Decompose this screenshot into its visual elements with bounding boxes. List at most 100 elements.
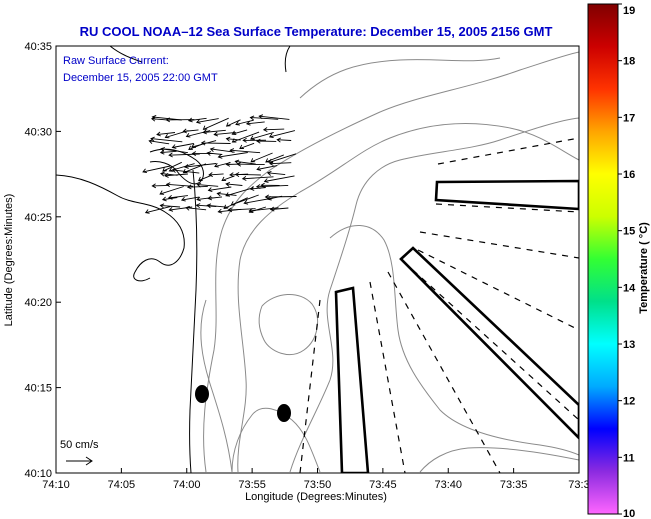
radial-line xyxy=(369,281,406,473)
radial-line xyxy=(403,261,579,421)
colorbar xyxy=(587,3,619,515)
buoy-marker-1 xyxy=(195,385,209,403)
current-vector-arrow xyxy=(168,152,200,158)
x-tick-label: 73:40 xyxy=(434,479,462,491)
colorbar-tick-label: 15 xyxy=(623,226,635,238)
current-vector-arrow xyxy=(256,165,278,171)
current-vector-arrow xyxy=(245,120,265,126)
contour-line xyxy=(329,225,579,456)
current-vector-arrow xyxy=(234,159,256,165)
current-vector-arrow xyxy=(242,137,267,143)
colorbar-tick-label: 17 xyxy=(623,112,635,124)
annotation-line-1: Raw Surface Current: xyxy=(63,55,169,67)
x-tick-label: 73:3 xyxy=(568,479,589,491)
current-vector-arrow xyxy=(213,131,236,137)
current-vector-arrow xyxy=(276,137,292,143)
current-vector-arrow xyxy=(249,186,266,191)
current-vector-arrow xyxy=(144,206,171,214)
contour-line xyxy=(258,294,319,355)
bathymetry-contours xyxy=(200,51,579,473)
current-vector-arrow xyxy=(206,151,223,156)
current-vector-arrow xyxy=(185,205,207,211)
contour-line xyxy=(200,299,233,473)
current-vector-arrow xyxy=(208,172,224,178)
x-tick-label: 74:10 xyxy=(42,479,70,491)
current-vector-arrow xyxy=(195,118,219,124)
current-vector-arrow xyxy=(266,170,286,176)
current-vector-arrow xyxy=(197,174,212,182)
coastline-shore xyxy=(189,169,198,473)
contour-line xyxy=(203,51,579,473)
current-vector-arrow xyxy=(269,206,289,212)
x-tick-label: 73:55 xyxy=(238,479,266,491)
contour-line xyxy=(299,57,501,99)
radial-line xyxy=(387,271,501,473)
buoy-marker-2 xyxy=(277,404,291,422)
current-vector-arrow xyxy=(151,183,170,189)
current-vector-arrow xyxy=(258,114,290,120)
current-vector-arrow xyxy=(160,147,188,154)
current-vector-arrow xyxy=(150,136,183,143)
current-vector-arrow xyxy=(207,195,223,201)
colorbar-tick-label: 16 xyxy=(623,169,635,181)
colorbar-tick-label: 18 xyxy=(623,56,635,68)
y-axis-label: Latitude (Degrees:Minutes) xyxy=(3,194,15,327)
y-tick-label: 40:25 xyxy=(24,212,52,224)
current-vector-arrow xyxy=(209,147,235,153)
coastline-bay xyxy=(149,148,204,185)
colorbar-tick-label: 12 xyxy=(623,396,635,408)
current-vector-arrow xyxy=(200,140,231,146)
current-vector-arrow xyxy=(167,194,188,200)
current-vector-arrow xyxy=(268,130,296,138)
x-tick-label: 73:35 xyxy=(500,479,528,491)
radial-line xyxy=(299,299,321,473)
coastline-ambrose xyxy=(109,46,291,73)
current-vector-arrow xyxy=(264,194,297,200)
current-vector-arrow xyxy=(184,163,217,169)
current-vector-arrow xyxy=(182,128,199,134)
x-tick-label: 73:50 xyxy=(304,479,332,491)
current-vector-arrow xyxy=(230,194,259,206)
colorbar-tick-label: 13 xyxy=(623,339,635,351)
y-tick-label: 40:20 xyxy=(24,297,52,309)
x-tick-label: 74:05 xyxy=(108,479,136,491)
y-tick-label: 40:15 xyxy=(24,383,52,395)
x-tick-label: 73:45 xyxy=(369,479,397,491)
current-vector-arrow xyxy=(159,203,181,209)
current-vector-arrow xyxy=(265,154,284,163)
current-vector-arrow xyxy=(190,140,217,148)
colorbar-label: Temperature ( °C) xyxy=(638,222,650,314)
current-vector-arrow xyxy=(225,136,241,142)
x-tick-label: 74:00 xyxy=(173,479,201,491)
current-vector-arrow xyxy=(262,127,285,133)
current-vector-arrow xyxy=(225,181,243,187)
current-vector-arrow xyxy=(207,186,232,193)
scale-arrow-head xyxy=(85,456,93,466)
chart-title: RU COOL NOAA–12 Sea Surface Temperature:… xyxy=(80,24,553,39)
current-vector-arrow xyxy=(269,160,292,166)
coastline-inlet xyxy=(56,174,185,282)
current-vector-arrow xyxy=(165,182,194,188)
colorbar-tick-label: 11 xyxy=(623,452,635,464)
current-vector-arrow xyxy=(255,184,289,190)
current-vector-arrow xyxy=(217,152,248,159)
y-tick-label: 40:35 xyxy=(24,41,52,53)
x-axis-label: Longitude (Degrees:Minutes) xyxy=(245,491,387,503)
current-vector-arrow xyxy=(225,119,241,127)
current-vector-arrow xyxy=(196,182,219,188)
current-vector-arrow xyxy=(263,175,295,183)
current-vector-arrow xyxy=(249,115,279,121)
current-vector-arrow xyxy=(156,131,176,137)
transect-horizontal xyxy=(434,179,579,211)
contour-line xyxy=(231,407,321,473)
transect-diagonal xyxy=(399,246,579,440)
current-vector-arrow xyxy=(256,138,277,144)
current-vector-arrow xyxy=(202,129,226,135)
contour-line xyxy=(289,117,579,473)
colorbar-tick-label: 14 xyxy=(623,282,636,294)
current-vector-arrow xyxy=(236,161,265,167)
current-vector-arrow xyxy=(148,139,170,145)
current-vector-arrow xyxy=(164,172,188,178)
current-vector-arrow xyxy=(216,191,237,197)
current-vector-arrow xyxy=(159,186,184,195)
